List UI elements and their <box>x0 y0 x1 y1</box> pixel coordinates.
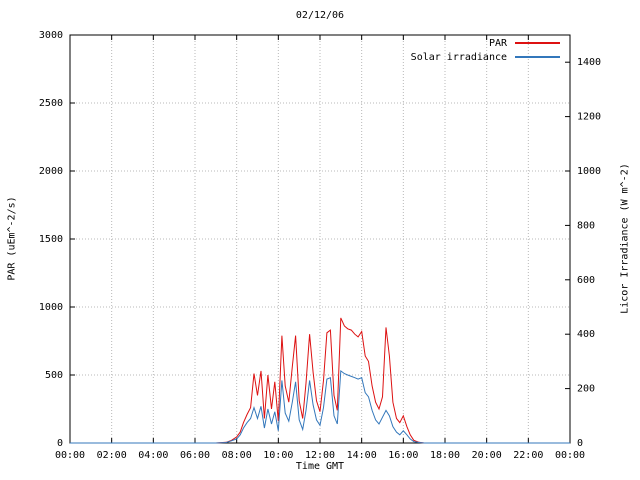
svg-text:06:00: 06:00 <box>180 450 210 461</box>
svg-text:1500: 1500 <box>39 234 63 245</box>
svg-text:16:00: 16:00 <box>388 450 418 461</box>
legend: PAR Solar irradiance <box>411 36 560 64</box>
svg-text:800: 800 <box>577 220 595 231</box>
svg-text:02:00: 02:00 <box>97 450 127 461</box>
svg-text:20:00: 20:00 <box>472 450 502 461</box>
tick-labels: 00:00 02:00 04:00 06:00 08:00 10:00 12:00 14:00… <box>39 30 601 461</box>
series-line-solar-irradiance <box>70 369 570 444</box>
chart-title: 02/12/06 <box>295 10 345 21</box>
svg-text:1200: 1200 <box>577 112 601 123</box>
gridlines <box>70 35 570 443</box>
svg-text:2000: 2000 <box>39 166 63 177</box>
legend-entry-par: PAR <box>411 36 560 50</box>
svg-text:600: 600 <box>577 275 595 286</box>
svg-text:3000: 3000 <box>39 30 63 41</box>
svg-text:500: 500 <box>45 370 63 381</box>
legend-label-par: PAR <box>488 37 507 49</box>
svg-text:1400: 1400 <box>577 57 601 68</box>
svg-text:08:00: 08:00 <box>222 450 252 461</box>
svg-text:0: 0 <box>577 438 583 449</box>
svg-text:2500: 2500 <box>39 98 63 109</box>
legend-entry-solar: Solar irradiance <box>411 50 560 64</box>
svg-text:00:00: 00:00 <box>55 450 85 461</box>
svg-text:10:00: 10:00 <box>263 450 293 461</box>
svg-text:22:00: 22:00 <box>513 450 543 461</box>
svg-text:1000: 1000 <box>39 302 63 313</box>
svg-text:0: 0 <box>57 438 63 449</box>
svg-text:1000: 1000 <box>577 166 601 177</box>
svg-text:14:00: 14:00 <box>347 450 377 461</box>
svg-text:00:00: 00:00 <box>555 450 585 461</box>
svg-text:12:00: 12:00 <box>305 450 335 461</box>
legend-label-solar: Solar irradiance <box>410 51 507 63</box>
x-axis-label: Time GMT <box>295 461 345 472</box>
legend-line-par <box>515 42 560 44</box>
series-line-par <box>70 317 570 444</box>
svg-text:04:00: 04:00 <box>138 450 168 461</box>
svg-text:200: 200 <box>577 384 595 395</box>
legend-line-solar <box>515 56 560 58</box>
svg-text:18:00: 18:00 <box>430 450 460 461</box>
svg-text:400: 400 <box>577 329 595 340</box>
